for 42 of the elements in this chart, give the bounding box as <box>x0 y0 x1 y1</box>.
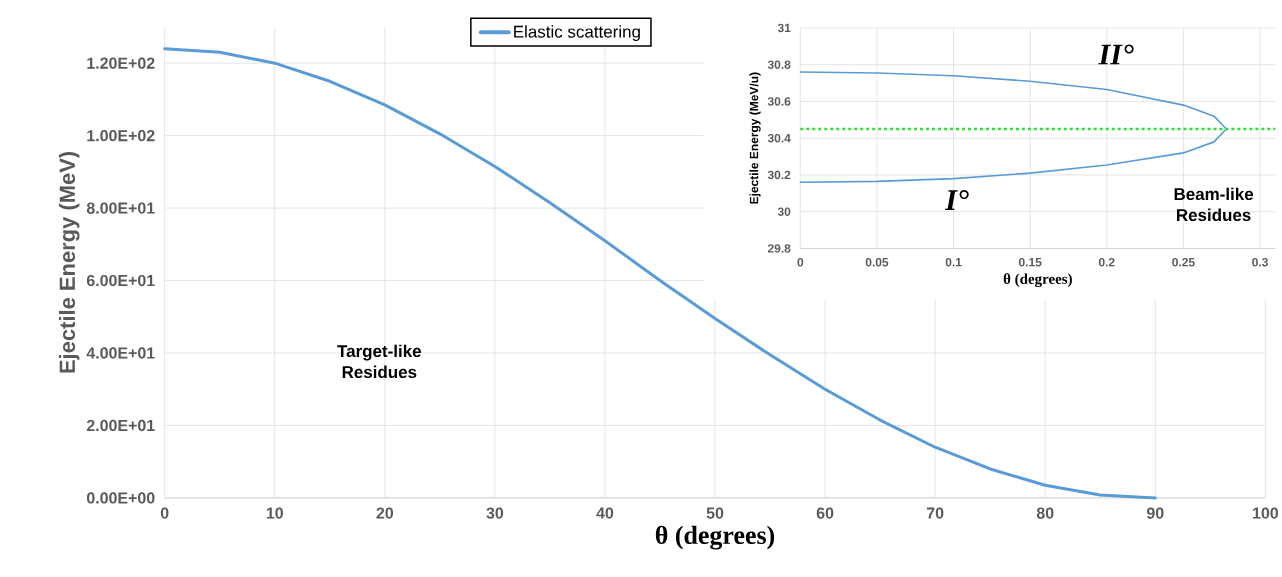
x-tick-label: 0.1 <box>945 258 962 267</box>
line-series <box>799 71 1228 184</box>
y-tick-label: 30.6 <box>767 97 791 106</box>
x-axis-title: θ (degrees) <box>1003 273 1072 288</box>
x-tick-label: 70 <box>926 507 944 519</box>
y-tick-label: 2.00E+01 <box>86 419 155 432</box>
x-tick-label: 60 <box>816 507 834 519</box>
y-axis-title: Ejectile Energy (MeV/u) <box>749 72 761 204</box>
y-tick-label: 30 <box>777 207 791 217</box>
x-tick-label: 20 <box>376 507 394 519</box>
x-tick-label: 80 <box>1036 507 1054 519</box>
y-tick-label: 31 <box>777 23 791 33</box>
x-tick-label: 0.3 <box>1252 258 1268 267</box>
x-tick-label: 0.05 <box>865 258 889 267</box>
x-axis-title: θ (degrees) <box>655 525 775 550</box>
annotation: II° <box>1098 44 1134 65</box>
x-tick-label: 50 <box>706 507 724 519</box>
x-tick-label: 0.15 <box>1018 258 1042 267</box>
y-tick-label: 30.4 <box>767 134 791 143</box>
x-tick-label: 10 <box>266 507 283 519</box>
x-tick-label: 30 <box>486 507 504 519</box>
x-tick-label: 0 <box>797 258 804 267</box>
legend-label: Elastic scattering <box>514 25 640 42</box>
x-tick-label: 0 <box>160 507 169 519</box>
x-tick-label: 0.25 <box>1172 258 1195 267</box>
y-tick-label: 30.2 <box>767 170 791 180</box>
y-tick-label: 4.00E+01 <box>86 347 155 359</box>
x-tick-label: 100 <box>1253 507 1278 519</box>
annotation: Beam-like Residues <box>1174 187 1254 222</box>
x-tick-label: 0.2 <box>1098 258 1115 267</box>
y-tick-label: 0.00E+00 <box>86 492 155 504</box>
y-tick-label: 1.20E+02 <box>87 57 155 69</box>
annotation: Target-like Residues <box>337 344 421 379</box>
annotation: I° <box>944 190 969 211</box>
y-tick-label: 8.00E+01 <box>86 202 155 214</box>
x-tick-label: 90 <box>1146 507 1164 519</box>
y-tick-label: 29.8 <box>767 244 791 253</box>
y-tick-label: 6.00E+01 <box>86 275 155 287</box>
x-tick-label: 40 <box>596 507 614 519</box>
y-axis-title: Ejectile Energy (MeV) <box>58 152 80 373</box>
y-tick-label: 1.00E+02 <box>87 130 155 142</box>
y-tick-label: 30.8 <box>767 60 791 70</box>
